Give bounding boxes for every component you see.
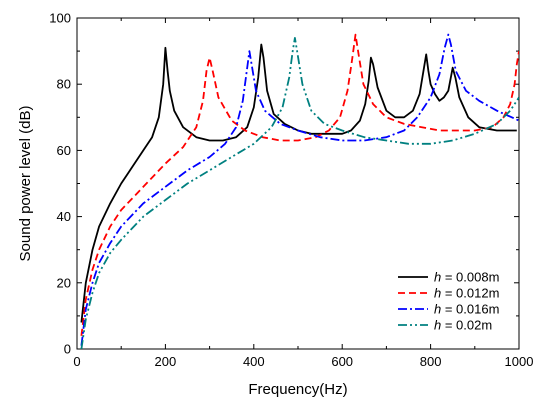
x-tick-label: 400	[243, 354, 265, 369]
axis-ticks	[76, 17, 520, 350]
legend-label-3: h = 0.02m	[434, 318, 492, 333]
legend-label-0: h = 0.008m	[434, 270, 499, 285]
y-tick-label: 0	[64, 342, 71, 357]
legend-variable: h	[434, 318, 441, 333]
legend-label-2: h = 0.016m	[434, 302, 499, 317]
legend-value: = 0.016m	[441, 302, 499, 317]
x-tick-label: 600	[331, 354, 353, 369]
x-axis-title: Frequency(Hz)	[248, 381, 347, 398]
legend-value: = 0.008m	[441, 270, 499, 285]
y-tick-label: 60	[57, 143, 71, 158]
legend-value: = 0.02m	[441, 318, 492, 333]
y-tick-label: 100	[49, 11, 71, 26]
y-tick-label: 40	[57, 209, 71, 224]
legend-variable: h	[434, 286, 441, 301]
y-axis-title: Sound power level (dB)	[17, 106, 34, 262]
series-line-2	[80, 33, 519, 346]
series-line-1	[80, 33, 519, 336]
legend-label-1: h = 0.012m	[434, 286, 499, 301]
x-tick-label: 200	[155, 354, 177, 369]
x-tick-label: 1000	[505, 354, 534, 369]
y-tick-label: 80	[57, 77, 71, 92]
series-line-3	[80, 37, 519, 349]
x-tick-label: 800	[420, 354, 442, 369]
series-line-0	[80, 43, 517, 323]
x-tick-label: 0	[73, 354, 80, 369]
legend-variable: h	[434, 302, 441, 317]
legend-value: = 0.012m	[441, 286, 499, 301]
tick-labels: 0 200 400 600 800 1000 0 20 40 60 80 100	[49, 11, 533, 370]
legend-variable: h	[434, 270, 441, 285]
y-tick-label: 20	[57, 275, 71, 290]
series-lines	[80, 33, 519, 349]
